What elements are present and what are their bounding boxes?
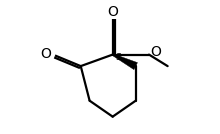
Text: O: O bbox=[107, 5, 118, 19]
Text: O: O bbox=[151, 45, 161, 59]
Text: S: S bbox=[115, 53, 121, 62]
Text: O: O bbox=[40, 47, 51, 61]
Polygon shape bbox=[112, 54, 138, 70]
